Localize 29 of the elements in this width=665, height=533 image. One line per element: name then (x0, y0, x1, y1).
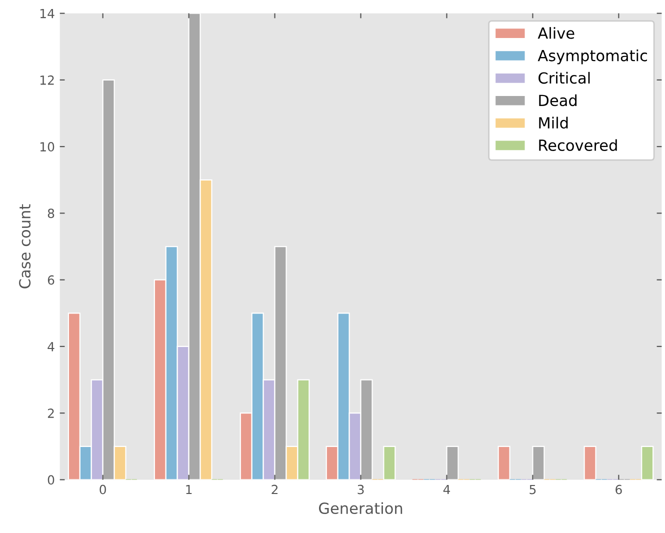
x-tick-label: 2 (272, 484, 278, 494)
y-tick-label: 12 (40, 75, 54, 85)
y-tick-label: 4 (48, 342, 54, 352)
y-tick-label: 10 (40, 142, 54, 152)
bar (383, 446, 396, 480)
x-tick-label: 3 (358, 484, 364, 494)
bar (641, 446, 654, 480)
legend-label: Dead (539, 94, 577, 106)
legend-label: Recovered (539, 139, 617, 152)
legend-label: Mild (539, 116, 568, 129)
x-tick-label: 0 (100, 484, 106, 494)
x-tick-label: 4 (443, 484, 450, 494)
legend-label: Asymptomatic (538, 50, 647, 64)
y-tick-label: 0 (48, 475, 54, 485)
x-tick-label: 5 (530, 484, 536, 494)
legend-label: Critical (538, 72, 590, 84)
bar (584, 446, 596, 480)
y-tick-label: 6 (48, 275, 54, 285)
y-tick-label: 2 (48, 408, 54, 418)
legend-label: Alive (538, 27, 574, 39)
x-tick-label: 1 (186, 484, 192, 494)
bar (446, 446, 459, 480)
y-axis-title: Case count (19, 204, 31, 288)
bar (498, 446, 510, 480)
x-tick-label: 6 (616, 484, 622, 494)
x-axis-title: Generation (319, 502, 402, 514)
y-tick-label: 8 (48, 208, 54, 218)
y-tick-label: 14 (40, 8, 54, 18)
bar (532, 446, 545, 480)
